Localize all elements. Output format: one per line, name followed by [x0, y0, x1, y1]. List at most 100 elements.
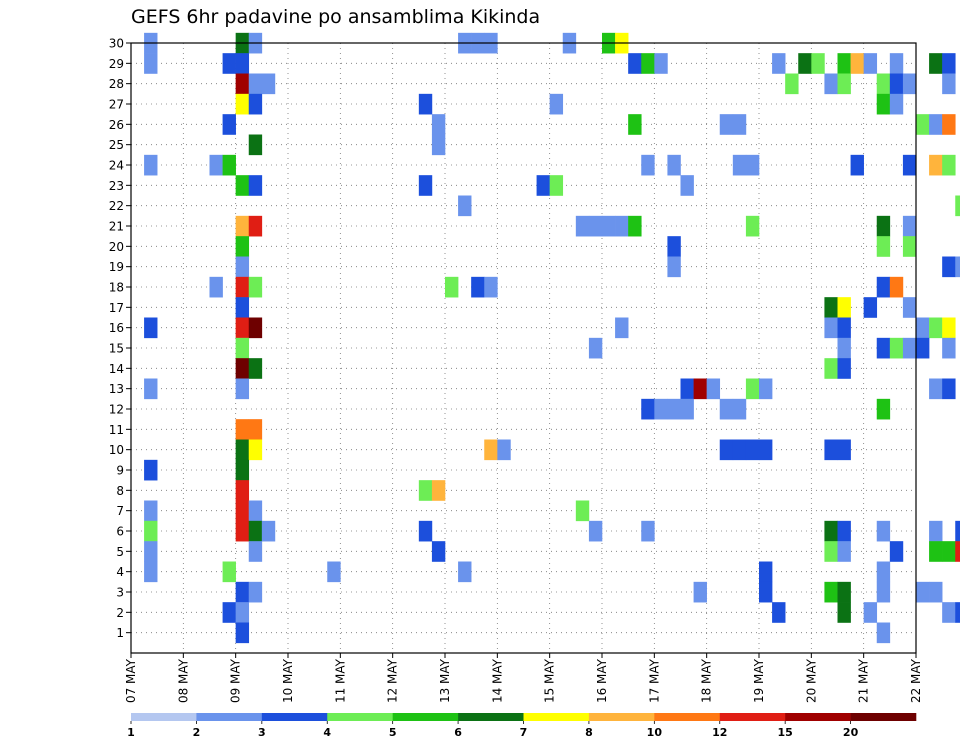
heatmap-cell: [248, 500, 263, 522]
y-tick-label: 5: [116, 545, 124, 559]
heatmap-cell: [837, 53, 851, 74]
heatmap-cell: [929, 317, 943, 339]
heatmap-cell: [837, 520, 851, 542]
heatmap-cell: [837, 602, 851, 623]
heatmap-cell: [916, 337, 930, 359]
heatmap-cell: [745, 215, 760, 237]
heatmap-cell: [889, 337, 904, 359]
heatmap-cell: [732, 114, 747, 135]
heatmap-cell: [235, 500, 250, 522]
heatmap-cell: [418, 175, 433, 196]
heatmap-cell: [235, 175, 250, 196]
heatmap-cell: [837, 317, 851, 339]
heatmap-cell: [916, 114, 930, 135]
heatmap-cell: [876, 337, 891, 359]
y-tick-label: 4: [116, 565, 124, 579]
heatmap-cell: [693, 378, 707, 400]
y-tick-label: 13: [109, 382, 124, 396]
heatmap-cell: [235, 378, 250, 400]
heatmap-cell: [641, 398, 655, 420]
heatmap-cell: [942, 378, 956, 400]
y-tick-label: 27: [109, 98, 124, 112]
x-tick-label: 21 MAY: [857, 658, 871, 703]
heatmap-cell: [824, 358, 838, 379]
heatmap-cell: [889, 276, 904, 298]
y-tick-label: 8: [116, 484, 124, 498]
heatmap-cell: [248, 93, 263, 115]
heatmap-cell: [876, 215, 891, 237]
heatmap-cell: [222, 602, 236, 623]
heatmap-cell: [484, 439, 498, 461]
legend-swatch: [785, 713, 851, 721]
heatmap-cell: [942, 114, 956, 135]
heatmap-cell: [248, 215, 263, 237]
heatmap-cell: [955, 602, 960, 623]
heatmap-cell: [575, 215, 590, 237]
x-tick-label: 22 MAY: [909, 658, 923, 703]
heatmap-cell: [248, 276, 263, 298]
heatmap-cell: [235, 53, 250, 74]
heatmap-cell: [667, 256, 681, 278]
y-tick-label: 22: [109, 199, 124, 213]
y-tick-label: 1: [116, 626, 124, 640]
heatmap-cell: [876, 398, 891, 420]
heatmap-cell: [759, 378, 773, 400]
heatmap-cell: [144, 154, 158, 176]
y-tick-label: 16: [109, 321, 124, 335]
heatmap-cell: [902, 73, 917, 95]
y-tick-label: 24: [109, 159, 124, 173]
y-tick-label: 7: [116, 504, 124, 518]
heatmap-cell: [144, 459, 158, 481]
heatmap-cell: [942, 73, 956, 95]
y-tick-label: 10: [109, 443, 124, 457]
heatmap-cell: [942, 541, 956, 562]
heatmap-cell: [916, 317, 930, 339]
heatmap-cell: [471, 276, 485, 298]
heatmap-cell: [235, 337, 250, 359]
heatmap-cell: [876, 236, 891, 257]
heatmap-cell: [641, 154, 655, 176]
heatmap-cell: [641, 53, 655, 74]
legend-label: 2: [193, 726, 201, 739]
heatmap-cell: [654, 398, 668, 420]
heatmap-cell: [222, 53, 236, 74]
heatmap-cell: [588, 337, 603, 359]
heatmap-cell: [772, 602, 786, 623]
legend-swatch: [261, 713, 328, 721]
legend-label: 5: [389, 726, 397, 739]
heatmap-cell: [719, 114, 734, 135]
heatmap-cell: [222, 561, 236, 583]
heatmap-cell: [889, 73, 904, 95]
legend-label: 10: [647, 726, 663, 739]
heatmap-cell: [863, 602, 878, 623]
heatmap-cell: [876, 73, 891, 95]
heatmap-cell: [876, 561, 891, 583]
legend-label: 6: [454, 726, 462, 739]
heatmap-cell: [248, 73, 263, 95]
legend-swatch: [523, 713, 590, 721]
heatmap-cell: [745, 439, 760, 461]
heatmap-cell: [942, 337, 956, 359]
y-tick-label: 19: [109, 260, 124, 274]
y-tick-label: 18: [109, 281, 124, 295]
heatmap-cell: [248, 175, 263, 196]
heatmap-cell: [235, 459, 250, 481]
y-tick-label: 17: [109, 301, 124, 315]
heatmap-cell: [824, 439, 838, 461]
y-tick-label: 20: [109, 240, 124, 254]
heatmap-cell: [837, 541, 851, 562]
heatmap-cell: [641, 520, 655, 542]
heatmap-cell: [209, 154, 223, 176]
y-tick-label: 23: [109, 179, 124, 193]
heatmap-cell: [798, 53, 812, 74]
heatmap-cell: [248, 439, 263, 461]
heatmap-cell: [235, 256, 250, 278]
legend-label: 8: [585, 726, 593, 739]
heatmap-cell: [248, 541, 263, 562]
heatmap-cell: [144, 378, 158, 400]
heatmap-cell: [588, 520, 603, 542]
y-tick-label: 3: [116, 586, 124, 600]
heatmap-cell: [667, 154, 681, 176]
heatmap-cell: [824, 520, 838, 542]
heatmap-cell: [824, 297, 838, 318]
